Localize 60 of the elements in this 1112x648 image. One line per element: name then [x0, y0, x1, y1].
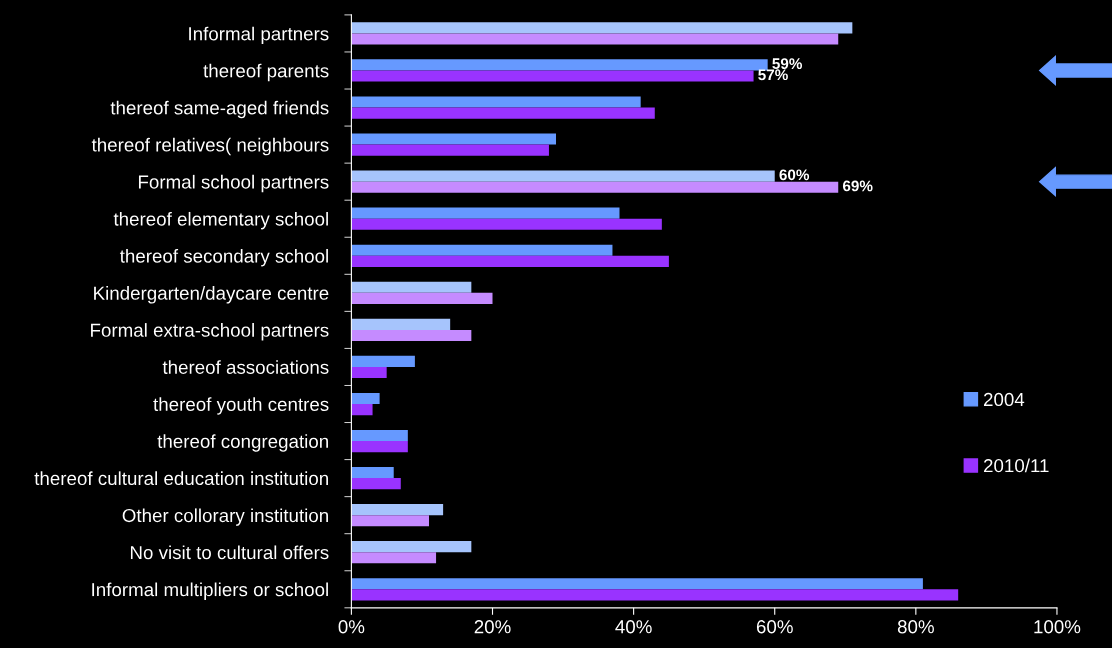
- bar: [351, 467, 394, 479]
- y-tick-label: thereof youth centres: [153, 397, 329, 415]
- x-tick-label: 80%: [897, 620, 934, 634]
- bar: [351, 478, 401, 490]
- bar: [351, 515, 429, 527]
- y-tick-label: thereof same-aged friends: [110, 100, 329, 119]
- legend-label: 2010/11: [983, 458, 1049, 473]
- bar: [351, 181, 839, 193]
- bar: [351, 59, 768, 71]
- y-tick-label: Formal school partners: [138, 174, 329, 193]
- y-tick-label: No visit to cultural offers: [130, 545, 329, 560]
- y-tick-label: thereof secondary school: [119, 248, 328, 267]
- bar: [351, 329, 472, 342]
- y-tick-label: Formal extra-school partners: [91, 323, 329, 341]
- y-tick-label: thereof associations: [162, 360, 329, 374]
- bar: [351, 207, 620, 219]
- x-tick-label: 100%: [1034, 620, 1081, 634]
- bar: [351, 392, 380, 405]
- bar: [351, 133, 557, 145]
- y-tick-label: thereof cultural education institution: [34, 471, 328, 486]
- bar: [351, 96, 641, 108]
- bar: [351, 218, 662, 230]
- y-tick-label: thereof congregation: [157, 434, 328, 452]
- bar: [351, 144, 549, 156]
- data-label: 60%: [779, 169, 810, 181]
- bar: [351, 404, 373, 416]
- bar: [351, 33, 839, 45]
- bar: [351, 552, 437, 564]
- bar: [351, 281, 472, 293]
- y-tick-label: thereof parents: [203, 63, 329, 82]
- bar: [351, 366, 387, 379]
- bar: [351, 170, 775, 182]
- bar: [351, 255, 669, 267]
- y-tick-label: thereof relatives( neighbours: [91, 137, 329, 156]
- y-tick-label: thereof elementary school: [113, 211, 328, 230]
- bar: [351, 504, 444, 516]
- data-label: 69%: [842, 180, 873, 192]
- bar: [351, 541, 472, 553]
- bar: [351, 22, 853, 34]
- x-tick-label: 20%: [474, 620, 511, 634]
- y-tick-label: Informal multipliers or school: [92, 582, 328, 600]
- data-label: 59%: [772, 58, 803, 70]
- bar: [351, 107, 655, 119]
- bar: [351, 244, 613, 256]
- bar: [351, 578, 923, 590]
- y-tick-label: Informal partners: [189, 26, 329, 45]
- bar: [351, 429, 408, 442]
- bar: [351, 441, 408, 453]
- bar: [351, 318, 451, 330]
- bar: [351, 355, 415, 367]
- y-tick-label: Kindergarten/daycare centre: [94, 286, 329, 304]
- bar: [351, 589, 959, 601]
- x-tick-label: 0%: [338, 620, 365, 634]
- bar: [351, 70, 754, 82]
- data-label: 57%: [758, 69, 788, 81]
- y-tick-label: Other collorary institution: [122, 508, 328, 526]
- bar: [351, 292, 493, 304]
- legend-label: 2004: [983, 392, 1025, 407]
- x-tick-label: 60%: [756, 620, 793, 634]
- x-tick-label: 40%: [615, 620, 652, 634]
